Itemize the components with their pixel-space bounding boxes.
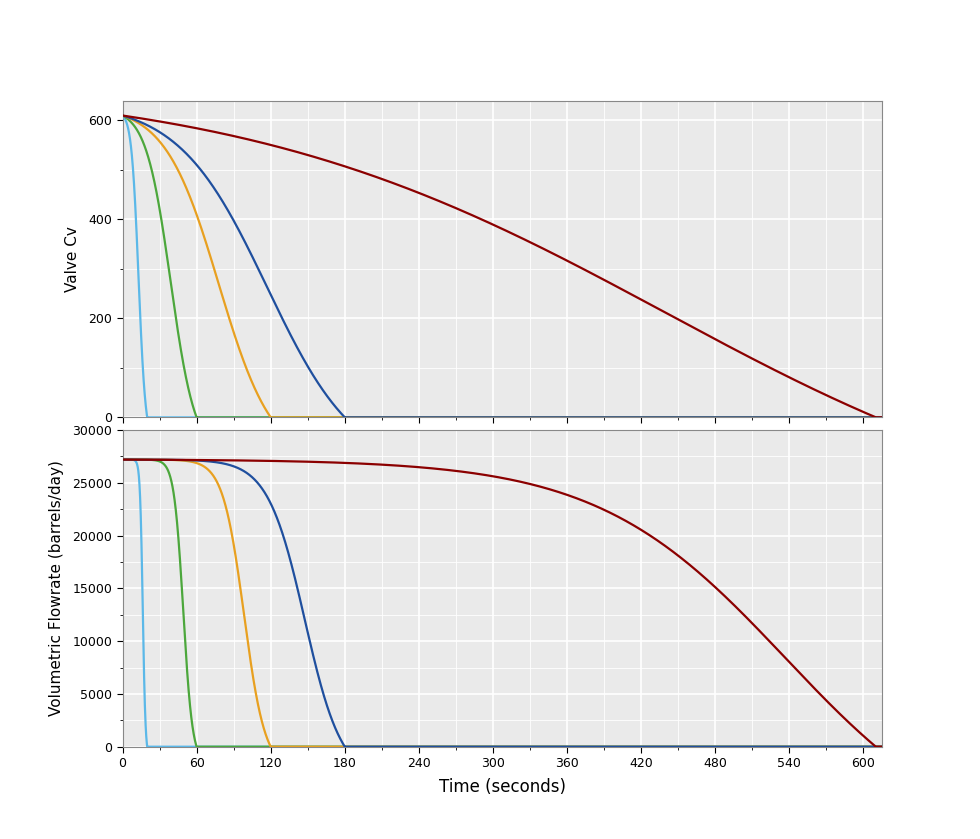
X-axis label: Time (seconds): Time (seconds) bbox=[439, 779, 565, 796]
Y-axis label: Valve Cv: Valve Cv bbox=[65, 226, 80, 292]
Y-axis label: Volumetric Flowrate (barrels/day): Volumetric Flowrate (barrels/day) bbox=[49, 461, 64, 717]
